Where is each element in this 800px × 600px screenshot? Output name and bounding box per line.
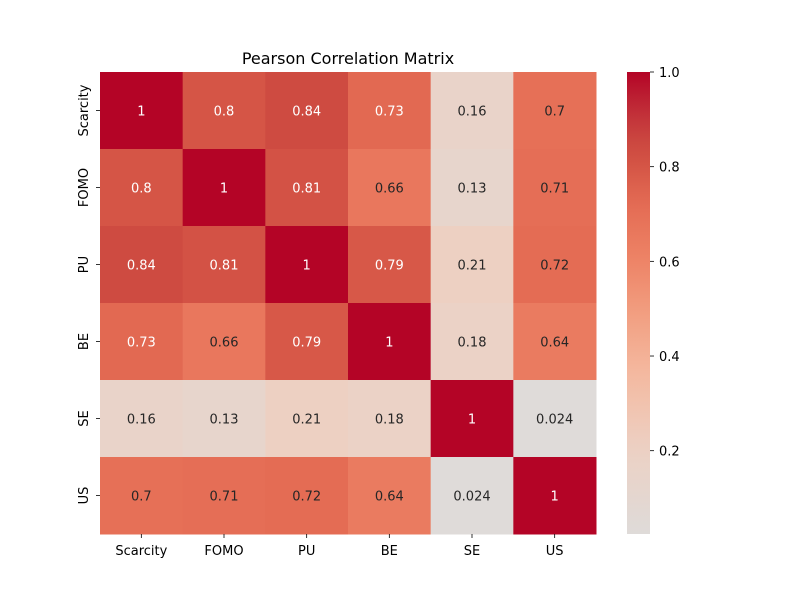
heatmap-cell bbox=[100, 380, 184, 458]
heatmap-cell bbox=[430, 380, 514, 458]
heatmap-cell bbox=[265, 303, 349, 381]
heatmap-cell bbox=[430, 226, 514, 304]
colorbar-tick-label: 0.4 bbox=[659, 350, 680, 365]
cell-value-label: 0.13 bbox=[210, 413, 239, 428]
x-tick-label: Scarcity bbox=[115, 544, 167, 559]
heatmap-cell bbox=[100, 303, 184, 381]
heatmap-cell bbox=[100, 149, 184, 227]
heatmap-cell bbox=[513, 72, 597, 150]
y-tick-label: US bbox=[77, 487, 92, 505]
cell-value-label: 0.73 bbox=[127, 336, 156, 351]
cell-value-label: 1 bbox=[468, 413, 476, 428]
x-tick-label: BE bbox=[381, 544, 398, 559]
x-tick-label: US bbox=[546, 544, 564, 559]
y-tick-label: PU bbox=[77, 256, 92, 273]
cell-value-label: 0.16 bbox=[127, 413, 156, 428]
heatmap-cell bbox=[513, 303, 597, 381]
cell-value-label: 1 bbox=[551, 490, 559, 505]
heatmap-cell bbox=[513, 457, 597, 535]
y-tick-label: FOMO bbox=[77, 168, 92, 207]
cell-value-label: 0.18 bbox=[458, 336, 487, 351]
cell-value-label: 0.18 bbox=[375, 413, 404, 428]
heatmap-cell bbox=[430, 457, 514, 535]
cell-value-label: 1 bbox=[137, 105, 145, 120]
cell-value-label: 0.79 bbox=[375, 259, 404, 274]
x-tick-label: FOMO bbox=[204, 544, 243, 559]
heatmap-cell bbox=[182, 380, 266, 458]
heatmap-cell bbox=[100, 226, 184, 304]
cell-value-label: 0.7 bbox=[544, 105, 565, 120]
cell-value-label: 0.024 bbox=[453, 490, 490, 505]
cell-value-label: 0.73 bbox=[375, 105, 404, 120]
cell-value-label: 1 bbox=[220, 182, 228, 197]
cell-value-label: 0.7 bbox=[131, 490, 152, 505]
heatmap-cells: 1 0.8 0.84 0.73 0.16 0.70.8 1 0.81 0.66 0.13 0.710… bbox=[100, 72, 597, 535]
heatmap-cell bbox=[265, 226, 349, 304]
heatmap-cell bbox=[513, 226, 597, 304]
heatmap-cell bbox=[182, 226, 266, 304]
colorbar-tick-label: 0.8 bbox=[659, 161, 680, 176]
y-tick-label: BE bbox=[77, 333, 92, 350]
cell-value-label: 0.72 bbox=[540, 259, 569, 274]
cell-value-label: 0.84 bbox=[292, 105, 321, 120]
heatmap-cell bbox=[513, 380, 597, 458]
heatmap-cell bbox=[265, 72, 349, 150]
cell-value-label: 0.64 bbox=[375, 490, 404, 505]
heatmap-cell bbox=[348, 303, 432, 381]
heatmap-cell bbox=[182, 149, 266, 227]
y-tick-label: Scarcity bbox=[77, 84, 92, 136]
heatmap-cell bbox=[430, 303, 514, 381]
heatmap-cell bbox=[348, 457, 432, 535]
heatmap-cell bbox=[430, 72, 514, 150]
heatmap-cell bbox=[430, 149, 514, 227]
y-tick-label: SE bbox=[77, 410, 92, 426]
cell-value-label: 0.81 bbox=[210, 259, 239, 274]
heatmap-cell bbox=[348, 380, 432, 458]
heatmap-cell bbox=[265, 457, 349, 535]
heatmap-cell bbox=[100, 72, 184, 150]
heatmap-cell bbox=[348, 226, 432, 304]
cell-value-label: 0.64 bbox=[540, 336, 569, 351]
cell-value-label: 0.66 bbox=[375, 182, 404, 197]
heatmap-cell bbox=[348, 72, 432, 150]
chart-title: Pearson Correlation Matrix bbox=[242, 49, 454, 68]
cell-value-label: 0.16 bbox=[458, 105, 487, 120]
heatmap-cell bbox=[265, 380, 349, 458]
cell-value-label: 0.79 bbox=[292, 336, 321, 351]
colorbar: 0.2 0.4 0.6 0.8 1.0 bbox=[627, 66, 680, 534]
heatmap-cell bbox=[182, 72, 266, 150]
cell-value-label: 0.72 bbox=[292, 490, 321, 505]
cell-value-label: 0.13 bbox=[458, 182, 487, 197]
cell-value-label: 0.71 bbox=[210, 490, 239, 505]
heatmap-cell bbox=[513, 149, 597, 227]
cell-value-label: 0.8 bbox=[131, 182, 152, 197]
colorbar-tick-label: 0.2 bbox=[659, 445, 680, 460]
cell-value-label: 0.71 bbox=[540, 182, 569, 197]
heatmap-cell bbox=[265, 149, 349, 227]
cell-value-label: 0.66 bbox=[210, 336, 239, 351]
cell-value-label: 1 bbox=[303, 259, 311, 274]
x-axis: Scarcity FOMO PU BE SE US bbox=[115, 534, 564, 559]
cell-value-label: 0.21 bbox=[458, 259, 487, 274]
x-tick-label: SE bbox=[464, 544, 480, 559]
cell-value-label: 0.81 bbox=[292, 182, 321, 197]
colorbar-tick-label: 0.6 bbox=[659, 255, 680, 270]
cell-value-label: 1 bbox=[385, 336, 393, 351]
colorbar-tick-label: 1.0 bbox=[659, 66, 680, 81]
cell-value-label: 0.8 bbox=[214, 105, 235, 120]
y-axis: Scarcity FOMO PU BE SE US bbox=[77, 84, 100, 504]
heatmap-cell bbox=[182, 457, 266, 535]
x-tick-label: PU bbox=[298, 544, 315, 559]
heatmap-cell bbox=[348, 149, 432, 227]
cell-value-label: 0.84 bbox=[127, 259, 156, 274]
cell-value-label: 0.024 bbox=[536, 413, 573, 428]
heatmap-cell bbox=[182, 303, 266, 381]
colorbar-gradient bbox=[627, 72, 650, 534]
cell-value-label: 0.21 bbox=[292, 413, 321, 428]
heatmap-cell bbox=[100, 457, 184, 535]
